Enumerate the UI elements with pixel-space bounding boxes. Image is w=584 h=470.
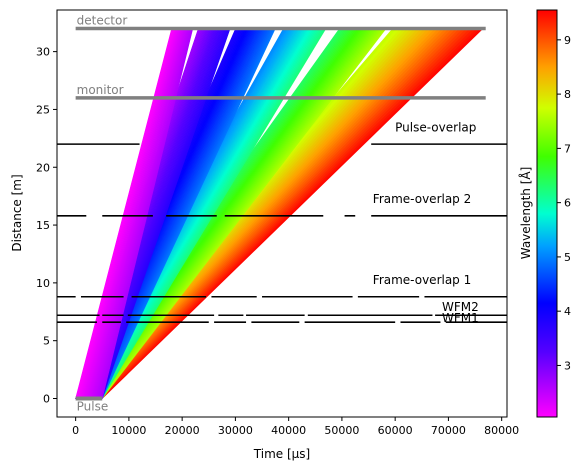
x-tick-label: 50000 [324,424,359,437]
pulse-marker: Pulse [75,396,109,414]
plot-frame [56,9,508,418]
x-tick-label: 0 [72,424,79,437]
colorbar-tick-label: 5 [564,251,571,264]
y-tick-label: 20 [36,161,50,174]
y-tick-label: 5 [43,335,50,348]
x-tick-label: 20000 [165,424,200,437]
colorbar-tick-label: 4 [564,305,571,318]
chopper-label: Frame-overlap 2 [373,192,471,206]
x-axis: 0 10000 20000 30000 40000 50000 60000 70000 8000… [72,417,519,437]
x-axis-label: Time [µs] [253,447,310,461]
colorbar-ticks: 3 4 5 6 7 8 9 [557,34,571,372]
x-tick-label: 70000 [431,424,466,437]
y-tick-label: 10 [36,277,50,290]
colorbar-label: Wavelength [Å] [518,167,533,260]
detector-lines: detector monitor [75,14,486,100]
colorbar: 3 4 5 6 7 8 9 Wavelength [Å] [518,9,571,418]
colorbar-tick-label: 8 [564,88,571,101]
y-tick-label: 30 [36,46,50,59]
colorbar-tick-label: 3 [564,359,571,372]
chopper-label: WFM2 [442,300,479,314]
colorbar-tick-label: 6 [564,197,571,210]
chopper-lines: Pulse-overlap Frame-overlap 2 Frame-overla… [57,120,507,325]
chopper-label: WFM1 [442,311,479,325]
y-tick-label: 15 [36,219,50,232]
y-tick-label: 0 [43,393,50,406]
chopper-label: Frame-overlap 1 [373,273,471,287]
x-tick-label: 30000 [218,424,253,437]
colorbar-gradient [536,9,558,418]
x-tick-label: 40000 [271,424,306,437]
chopper-label: Pulse-overlap [395,120,476,134]
colorbar-tick-label: 9 [564,34,571,47]
detector-label: detector [77,14,128,28]
monitor-label: monitor [77,83,124,97]
pulse-label: Pulse [77,400,109,414]
y-axis-label: Distance [m] [10,174,24,251]
y-tick-label: 25 [36,103,50,116]
x-tick-label: 80000 [484,424,519,437]
colorbar-tick-label: 7 [564,142,571,155]
wavelength-frames [74,28,484,399]
x-tick-label: 10000 [111,424,146,437]
x-tick-label: 60000 [378,424,413,437]
y-axis: 0 5 10 15 20 25 30 [36,46,57,406]
